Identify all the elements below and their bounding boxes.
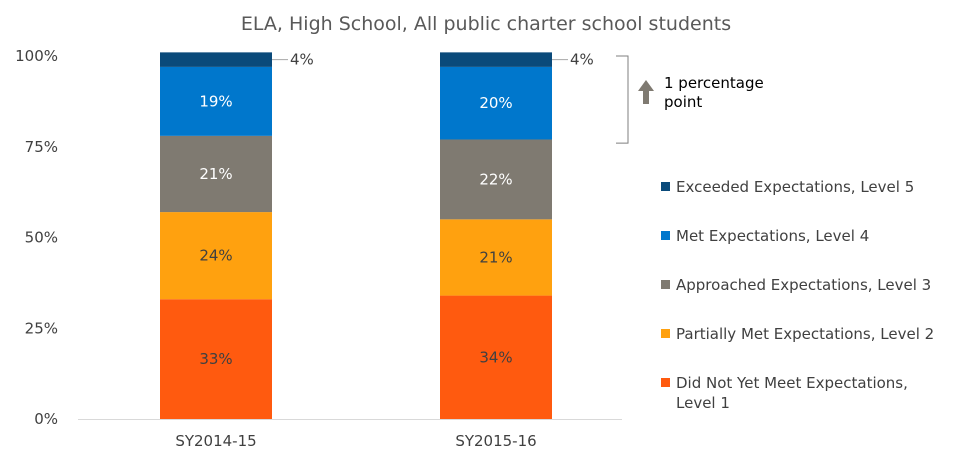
- legend-item: Met Expectations, Level 4: [661, 227, 869, 245]
- bar-segment: [160, 66, 272, 136]
- y-tick-label: 50%: [25, 229, 58, 247]
- legend-label: Approached Expectations, Level 3: [676, 276, 931, 294]
- bar-segment: [160, 299, 272, 419]
- legend-label: Level 1: [676, 394, 730, 412]
- y-tick-label: 25%: [25, 319, 58, 337]
- data-label: 19%: [199, 92, 232, 110]
- legend-label: Did Not Yet Meet Expectations,: [676, 374, 908, 392]
- arrow-up-icon: [638, 80, 654, 104]
- legend-swatch: [661, 231, 670, 240]
- legend-swatch: [661, 182, 670, 191]
- legend-swatch: [661, 329, 670, 338]
- bar-segment: [440, 295, 552, 419]
- x-tick-label: SY2015-16: [455, 432, 536, 450]
- legend-item: Partially Met Expectations, Level 2: [661, 325, 934, 343]
- data-label: 21%: [479, 248, 512, 266]
- bar-segment: [440, 139, 552, 220]
- data-label: 22%: [479, 170, 512, 188]
- y-tick-label: 100%: [15, 47, 58, 65]
- legend-item: Approached Expectations, Level 3: [661, 276, 931, 294]
- x-axis: SY2014-15 SY2015-16: [175, 432, 536, 450]
- bar-segment: [160, 52, 272, 67]
- legend-label: Exceeded Expectations, Level 5: [676, 178, 914, 196]
- y-tick-label: 75%: [25, 138, 58, 156]
- bar-segment: [440, 219, 552, 296]
- legend-label: Partially Met Expectations, Level 2: [676, 325, 934, 343]
- legend-item: Did Not Yet Meet Expectations, Level 1: [661, 374, 908, 412]
- annotation-text: point: [664, 93, 702, 111]
- data-label: 34%: [479, 348, 512, 366]
- annotation-text: 1 percentage: [664, 74, 764, 92]
- bar-segment: [160, 212, 272, 300]
- legend-swatch: [661, 378, 670, 387]
- bracket: [616, 55, 629, 144]
- bar-segment: [440, 52, 552, 67]
- data-label: 20%: [479, 94, 512, 112]
- bar-segment: [440, 66, 552, 140]
- data-label: 4%: [570, 51, 594, 69]
- legend-swatch: [661, 280, 670, 289]
- plot-area: 33% 24% 21% 19% 4% 34% 21% 22% 20% 4%: [78, 51, 622, 420]
- data-label: 24%: [199, 247, 232, 265]
- y-axis: 0% 25% 50% 75% 100%: [15, 47, 58, 428]
- legend-label: Met Expectations, Level 4: [676, 227, 869, 245]
- bar-segment: [160, 135, 272, 213]
- y-tick-label: 0%: [34, 410, 58, 428]
- x-tick-label: SY2014-15: [175, 432, 256, 450]
- data-label: 21%: [199, 165, 232, 183]
- legend-item: Exceeded Expectations, Level 5: [661, 178, 914, 196]
- data-label: 33%: [199, 350, 232, 368]
- data-label: 4%: [290, 51, 314, 69]
- legend: Exceeded Expectations, Level 5 Met Expect…: [661, 178, 934, 412]
- chart-title: ELA, High School, All public charter sch…: [241, 13, 731, 35]
